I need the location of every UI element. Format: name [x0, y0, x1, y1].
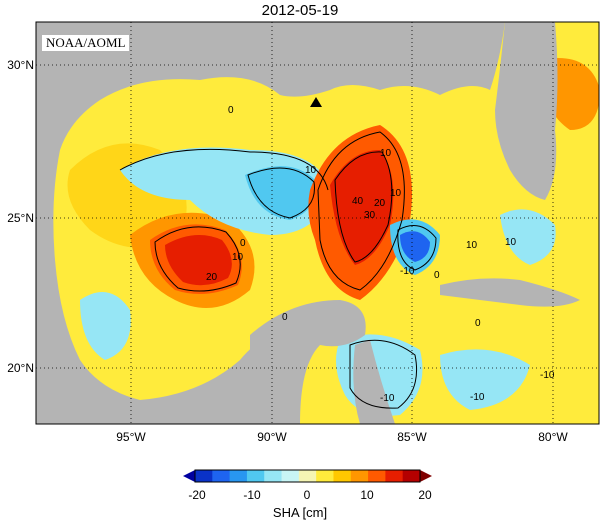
colorbar-tick-minus10: -10 — [243, 488, 261, 502]
colorbar-segment — [402, 470, 421, 482]
colorbar-segment — [298, 470, 317, 482]
colorbar-label: SHA [cm] — [272, 505, 328, 520]
lon-tick-95w: 95°W — [116, 430, 146, 444]
contour-label: 10 — [505, 237, 517, 248]
contour-label: -10 — [380, 393, 395, 404]
colorbar-segment — [264, 470, 283, 482]
contour-label: 10 — [305, 165, 317, 176]
contour-label: 20 — [374, 198, 386, 209]
colorbar-segment — [385, 470, 404, 482]
contour-label: 0 — [228, 105, 234, 116]
anomaly-cold-center-inner — [245, 166, 316, 220]
colorbar-tick-10: 10 — [360, 488, 374, 502]
anomaly-cold-eddy-core — [400, 231, 430, 262]
anomaly-cold-florida — [500, 209, 556, 265]
contour-label: 0 — [282, 312, 288, 323]
lat-lon-grid — [36, 22, 599, 424]
contour-label: 30 — [364, 210, 376, 221]
agency-label: NOAA/AOML — [42, 35, 130, 51]
colorbar-segment — [333, 470, 352, 482]
contour-loop — [334, 151, 393, 263]
land — [36, 22, 580, 424]
colorbar-border — [194, 469, 421, 483]
colorbar-segment — [281, 470, 300, 482]
contour-zero — [119, 148, 329, 191]
land-yucatan — [250, 300, 366, 424]
map-frame — [35, 21, 600, 425]
colorbar-segment — [246, 470, 265, 482]
anomaly-cold-gulf-west — [80, 292, 131, 360]
contour-label: 10 — [466, 240, 478, 251]
contour-label: 0 — [434, 270, 440, 281]
colorbar-segment — [350, 470, 369, 482]
contour-label: 0 — [475, 318, 481, 329]
contour-cold — [247, 167, 315, 219]
map-title: 2012-05-19 — [261, 2, 339, 19]
land-central-america — [353, 340, 395, 424]
land-north — [36, 22, 505, 150]
lon-tick-80w: 80°W — [538, 430, 568, 444]
colorbar-tick-minus20: -20 — [188, 488, 206, 502]
colorbar-segment — [195, 470, 213, 482]
contour-label: 10 — [390, 188, 402, 199]
colorbar-segment — [368, 470, 386, 482]
contour-label: 40 — [352, 196, 364, 207]
colorbar-segment — [212, 470, 231, 482]
contour-label: -10 — [470, 392, 485, 403]
contour-eddy — [397, 225, 437, 271]
colorbar-segment — [316, 470, 334, 482]
contour-label: 10 — [232, 252, 244, 263]
anomaly-loop-current-core — [330, 150, 394, 265]
colorbar-arrow-high — [420, 470, 432, 482]
land-florida — [495, 22, 558, 200]
lat-tick-30: 30°N — [7, 58, 34, 72]
lat-tick-20: 20°N — [7, 361, 34, 375]
colorbar-tick-20: 20 — [418, 488, 432, 502]
contour-caribbean — [349, 339, 418, 409]
contour-loop-outer — [317, 131, 405, 291]
contour-west — [154, 226, 241, 292]
lon-tick-90w: 90°W — [257, 430, 287, 444]
contour-label: 10 — [380, 148, 392, 159]
anomaly-cold-caribbean-east — [440, 349, 530, 410]
lon-tick-85w: 85°W — [397, 430, 427, 444]
colorbar-tick-0: 0 — [303, 488, 311, 502]
land-cuba — [440, 278, 580, 307]
contour-label: 20 — [206, 272, 218, 283]
colorbar-arrow-low — [183, 470, 195, 482]
contour-label: -10 — [400, 266, 415, 277]
contour-label: -10 — [540, 370, 555, 381]
lat-tick-25: 25°N — [7, 211, 34, 225]
colorbar-segment — [229, 470, 248, 482]
contour-lines — [119, 131, 437, 409]
contour-label: 0 — [240, 238, 246, 249]
anomaly-warm-west-core — [165, 235, 232, 286]
triangle-marker — [310, 97, 322, 107]
